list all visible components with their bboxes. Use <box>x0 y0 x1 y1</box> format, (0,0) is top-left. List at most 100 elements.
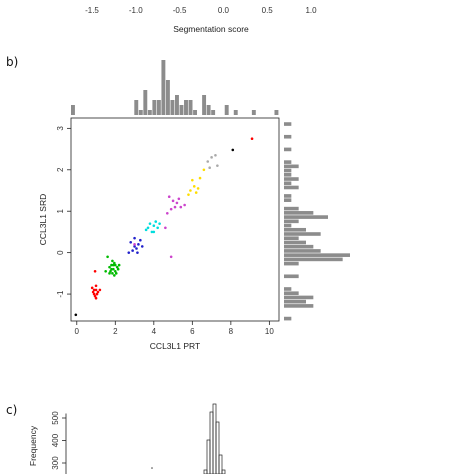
data-point <box>93 269 97 273</box>
data-point <box>164 226 167 230</box>
data-point <box>152 224 156 228</box>
marginal-right-bar <box>284 299 306 304</box>
data-point <box>94 296 98 300</box>
data-point <box>250 137 254 141</box>
marginal-right-bar <box>284 122 292 126</box>
histogram-bar <box>203 469 208 474</box>
marginal-top-bar <box>170 100 175 115</box>
marginal-right-bar <box>284 253 350 257</box>
data-point <box>95 292 99 296</box>
marginal-right-bar <box>284 206 299 211</box>
data-point <box>183 203 186 207</box>
y-tick-label: 3 <box>56 126 65 131</box>
data-point <box>106 255 109 259</box>
marginal-right-bar <box>284 316 292 321</box>
marginal-right-bar <box>284 177 299 181</box>
y-tick-label: 500 <box>51 411 60 425</box>
data-point <box>113 269 117 273</box>
data-point <box>194 191 198 194</box>
data-point <box>179 205 183 209</box>
marginal-top-bar <box>175 95 179 115</box>
data-point <box>171 199 175 203</box>
x-tick-label: 0 <box>75 327 80 336</box>
marginal-right-bar <box>284 160 292 164</box>
marginal-right-bar <box>284 134 292 139</box>
marginal-top-bar <box>147 110 152 115</box>
marginal-top-bar <box>188 100 193 115</box>
data-point <box>156 226 159 230</box>
data-point <box>214 153 217 157</box>
data-point <box>146 226 150 230</box>
marginal-right-bar <box>284 261 299 266</box>
x-tick-label: 10 <box>265 327 274 336</box>
histogram-bar <box>209 411 214 474</box>
marginal-top-bar <box>193 110 198 115</box>
data-point <box>113 261 116 265</box>
data-point <box>139 238 142 242</box>
data-point <box>133 245 136 248</box>
marginal-right-bar <box>284 215 328 219</box>
data-point <box>135 247 138 250</box>
marginal-top-bar <box>165 80 170 115</box>
marginal-top-bar <box>206 105 211 115</box>
data-point <box>110 263 113 267</box>
data-point <box>192 185 196 188</box>
marginal-top-bar <box>161 60 166 115</box>
data-point <box>96 290 100 294</box>
marginal-top-bar <box>156 100 161 115</box>
marginal-right-bar <box>284 291 299 296</box>
data-point <box>158 222 161 225</box>
y-tick-label: 2 <box>56 167 65 172</box>
scatter-panel: 0 2 4 6 8 10 -1 0 1 2 3 CCL3L1 PRT CCL3L1 SRD <box>38 60 350 351</box>
data-point <box>93 294 97 298</box>
data-point <box>109 269 112 273</box>
marginal-right-bar <box>284 219 299 224</box>
marginal-top-bar <box>71 105 75 115</box>
data-point <box>117 263 121 267</box>
marginal-right-bar <box>284 257 343 262</box>
data-point <box>144 228 148 232</box>
panel-c-label: c) <box>6 403 17 417</box>
data-point <box>140 245 144 248</box>
marginal-top-bar <box>211 110 216 115</box>
marginal-right-bar <box>284 304 314 308</box>
marginal-right-bar <box>284 227 306 232</box>
histogram-bar <box>221 469 226 474</box>
data-point <box>148 222 152 225</box>
plot-frame <box>70 117 280 322</box>
data-point <box>94 288 98 292</box>
data-point <box>112 267 115 271</box>
y-tick-label: 300 <box>51 456 60 470</box>
data-point <box>173 205 177 209</box>
x-tick-label: 1.0 <box>305 6 317 15</box>
data-point <box>127 251 131 254</box>
histogram-mark <box>151 467 153 469</box>
y-tick-label: 0 <box>56 250 65 255</box>
x-tick-label: 2 <box>113 327 118 336</box>
x-axis-label: CCL3L1 PRT <box>150 341 200 351</box>
data-point <box>104 269 107 273</box>
x-tick-label: 0.5 <box>262 6 274 15</box>
marginal-top-bar <box>251 110 256 115</box>
histogram-bar <box>212 403 217 474</box>
data-point <box>92 292 96 296</box>
histogram-bar <box>215 421 220 474</box>
data-point <box>210 156 213 159</box>
x-tick-label: 8 <box>229 327 234 336</box>
marginal-right-bar <box>284 240 306 245</box>
data-point <box>113 274 116 277</box>
data-point <box>189 189 192 192</box>
data-point <box>94 284 98 288</box>
data-point <box>137 243 140 246</box>
x-tick-label: -0.5 <box>173 6 187 15</box>
marginal-right-bar <box>284 249 321 253</box>
marginal-top-bar <box>274 110 279 115</box>
marginal-right-bar <box>284 223 292 228</box>
data-point <box>116 267 120 271</box>
data-point <box>169 255 173 259</box>
data-point <box>108 265 111 269</box>
histogram-bar <box>206 439 211 474</box>
marginal-right-bar <box>284 168 292 173</box>
x-tick-label: -1.5 <box>85 6 99 15</box>
data-point <box>90 286 94 290</box>
